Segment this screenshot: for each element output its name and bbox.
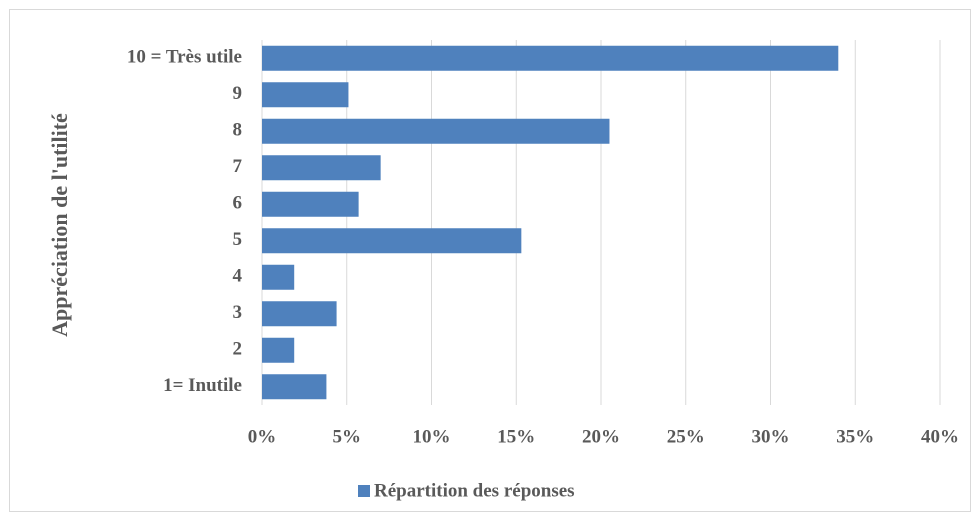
y-tick-label: 1= Inutile [163,375,242,396]
x-tick-label: 15% [497,426,535,447]
y-tick-label: 7 [233,156,243,177]
bar [262,264,295,290]
bar [262,228,522,254]
y-tick-label: 6 [233,193,243,214]
bar [262,337,295,363]
x-tick-label: 10% [413,426,451,447]
bar [262,118,610,144]
legend-swatch [358,485,370,497]
x-tick-label: 5% [333,426,362,447]
x-tick-label: 30% [752,426,790,447]
y-tick-label: 4 [233,266,243,287]
bar [262,82,349,108]
y-axis-title: Appréciation de l'utilité [47,113,72,337]
x-tick-label: 0% [248,426,277,447]
y-tick-label: 5 [233,229,243,250]
x-tick-label: 35% [836,426,874,447]
bar [262,191,359,217]
x-tick-label: 40% [921,426,959,447]
x-tick-label: 25% [667,426,705,447]
bar [262,155,381,181]
legend-label: Répartition des réponses [374,480,575,501]
bar [262,301,337,327]
chart-border [9,9,971,512]
y-tick-label: 3 [233,302,243,323]
x-tick-label: 20% [582,426,620,447]
y-tick-label: 10 = Très utile [127,47,242,68]
y-tick-label: 8 [233,120,243,141]
y-tick-label: 2 [233,339,243,360]
y-tick-label: 9 [233,83,243,104]
bar [262,374,327,400]
bar [262,45,839,71]
